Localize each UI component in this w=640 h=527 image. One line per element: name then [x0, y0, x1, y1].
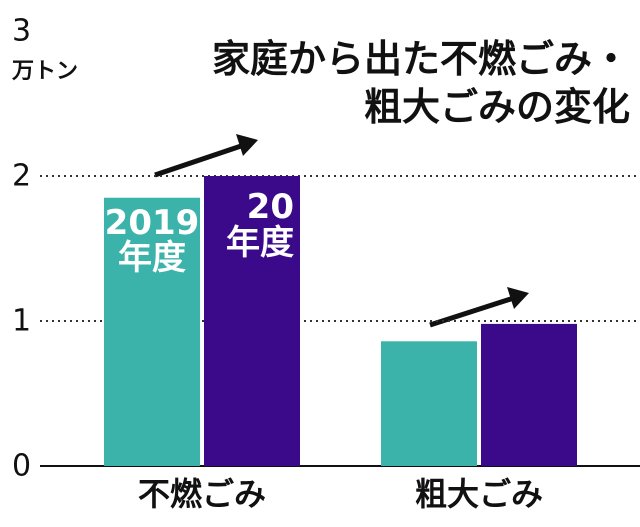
y-tick-label: 0	[12, 448, 32, 484]
bar	[104, 197, 200, 466]
y-tick-label: 2	[12, 158, 32, 194]
x-tick-label: 不燃ごみ	[137, 475, 267, 513]
y-tick-label: 3	[12, 13, 32, 49]
y-unit: 万トン	[12, 59, 79, 84]
legend-label: 20 年度	[226, 187, 294, 263]
arrow-head	[236, 134, 258, 156]
x-tick-label: 粗大ごみ	[414, 475, 544, 513]
chart-title: 粗大ごみの変化	[363, 85, 630, 129]
bar	[481, 323, 577, 466]
bar	[204, 176, 300, 466]
arrow-head	[507, 287, 529, 309]
legend-label: 2019 年度	[104, 202, 200, 279]
arrow	[154, 140, 251, 178]
y-tick-label: 1	[12, 303, 32, 339]
bar	[381, 341, 477, 466]
arrow	[429, 293, 521, 328]
chart-title: 家庭から出た不燃ごみ・	[211, 37, 630, 81]
